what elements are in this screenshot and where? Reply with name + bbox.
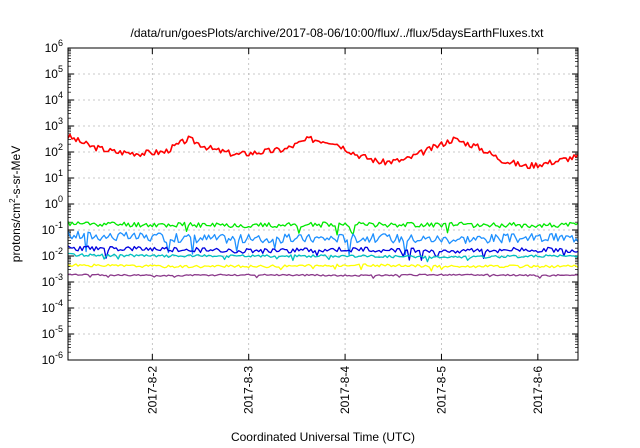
series-line [68,230,578,256]
series-line [68,133,578,170]
y-tick-label: 104 [45,90,63,107]
y-tick-label: 10-4 [42,298,63,315]
y-tick-label: 10-1 [42,220,63,237]
y-axis-label: protons/cm2-s-sr-MeV [8,146,23,262]
y-tick-label: 103 [45,116,63,133]
series-line [68,252,578,263]
x-tick-label: 2017-8-6 [531,366,545,414]
series-line [68,273,578,279]
y-tick-label: 100 [45,194,63,211]
y-tick-label: 10-3 [42,272,63,289]
plot-area-frame [67,47,579,361]
x-tick-label: 2017-8-5 [434,366,448,414]
x-tick-label: 2017-8-2 [145,366,159,414]
series-line [68,263,578,272]
y-tick-label: 101 [45,168,63,185]
y-tick-label: 10-2 [42,246,63,263]
y-tick-label: 10-6 [42,350,63,367]
y-tick-label: 10-5 [42,324,63,341]
x-axis-label: Coordinated Universal Time (UTC) [231,430,415,444]
y-tick-label: 102 [45,142,63,159]
x-tick-label: 2017-8-3 [242,366,256,414]
x-tick-labels: 2017-8-2 2017-8-3 2017-8-4 2017-8-5 2017-8-6 [145,366,545,414]
y-tick-label: 106 [45,38,63,55]
y-tick-label: 105 [45,64,63,81]
series-line [68,221,578,236]
data-series [68,133,578,279]
x-tick-label: 2017-8-4 [338,366,352,414]
series-line [68,245,578,261]
grid-lines [68,47,578,361]
y-tick-labels: 106 105 104 103 102 101 100 10-1 10-2 10-3 10-4 10-… [42,38,63,367]
chart-title: /data/run/goesPlots/archive/2017-08-06/1… [131,26,545,40]
